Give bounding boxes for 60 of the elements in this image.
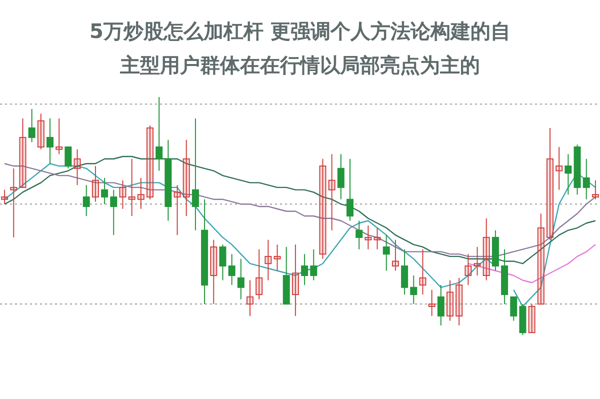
candlestick — [10, 168, 18, 238]
candlestick — [56, 118, 63, 155]
candlestick — [128, 158, 136, 216]
candlestick — [82, 184, 90, 216]
candlestick — [110, 189, 118, 236]
candlestick — [274, 244, 281, 272]
candlestick — [328, 154, 336, 231]
candlestick — [19, 118, 26, 188]
candlestick — [174, 184, 181, 236]
candlestick — [119, 180, 126, 210]
candlestick — [364, 225, 372, 250]
candlestick — [137, 177, 144, 210]
candlestick — [582, 158, 590, 200]
candlestick — [301, 254, 308, 286]
candlestick — [319, 158, 326, 260]
candlestick — [537, 213, 544, 305]
candlestick — [1, 189, 8, 205]
candlestick — [237, 258, 244, 300]
candlestick — [446, 280, 454, 322]
candlestick — [256, 248, 263, 300]
candlestick — [337, 154, 344, 200]
candlestick — [64, 146, 72, 169]
candlestick — [528, 304, 536, 334]
candlestick — [428, 289, 436, 316]
candlestick — [456, 277, 463, 326]
candlestick — [310, 248, 318, 281]
candlestick — [246, 280, 254, 316]
candlestick — [374, 227, 381, 250]
candlestick — [556, 146, 563, 190]
candlestick — [264, 239, 272, 281]
candlestick — [292, 244, 299, 316]
candlestick — [182, 139, 190, 216]
candlestick — [510, 296, 518, 322]
candlestick — [546, 127, 554, 240]
candlestick — [392, 239, 399, 272]
chart-title: 5万炒股怎么加杠杆 更强调个人方法论构建的自主型用户群体在在行情以局部亮点为主的 — [90, 19, 510, 77]
candlestick — [74, 148, 81, 186]
candlestick — [101, 177, 108, 205]
candlestick — [219, 244, 226, 281]
candlestick — [92, 166, 99, 202]
candlestick — [146, 125, 154, 200]
candlestick — [356, 220, 363, 250]
candlestick — [192, 118, 199, 231]
candlestick — [464, 254, 472, 286]
candlestick — [382, 234, 390, 272]
candlestick — [346, 158, 354, 222]
candlestick — [410, 275, 418, 305]
candlestick — [419, 248, 426, 296]
candlestick — [28, 108, 36, 143]
candlestick — [37, 113, 44, 150]
candlestick — [482, 218, 490, 281]
candlestick — [46, 118, 54, 164]
candlestick — [564, 154, 572, 196]
candlestick — [156, 96, 163, 172]
candlestick — [592, 180, 599, 200]
candlestick — [210, 239, 218, 305]
candlestick — [437, 284, 444, 326]
candlestick — [474, 246, 481, 276]
candlestick — [228, 254, 236, 286]
candlestick — [401, 248, 408, 296]
